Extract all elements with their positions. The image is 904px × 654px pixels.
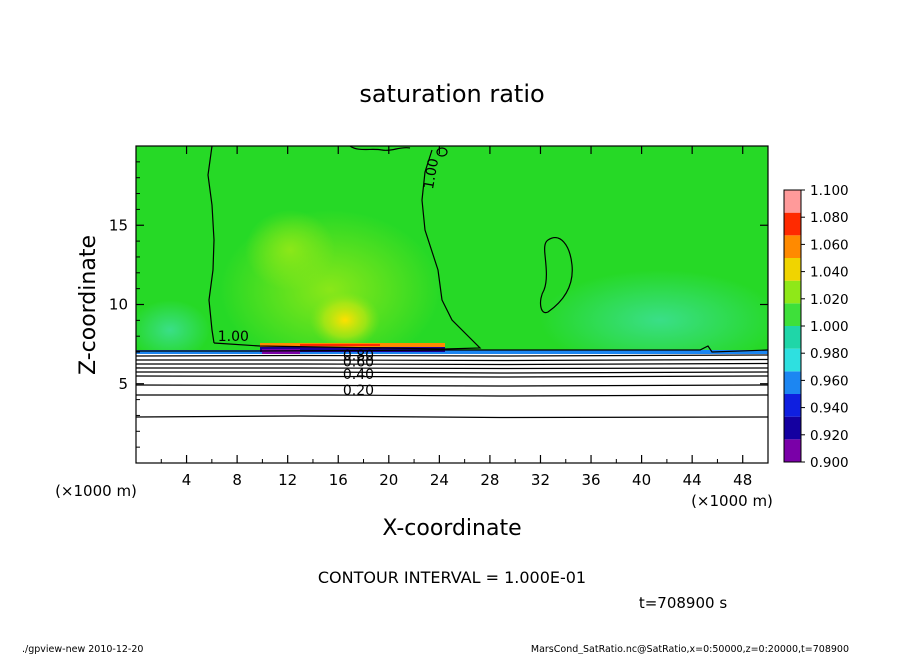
contour-line-island: [539, 237, 573, 314]
chart-title: saturation ratio: [359, 80, 544, 108]
contour-line-diagonal: [421, 149, 482, 350]
contour-label: 1.00: [421, 157, 442, 190]
colorbar-label: 0.980: [810, 346, 849, 362]
colorbar-swatch: [784, 326, 801, 349]
y-axis-unit: (×1000 m): [55, 482, 137, 500]
x-tick-label: 48: [733, 471, 752, 489]
contour-line-100-base: [213, 342, 446, 350]
colorbar-label: 0.960: [810, 373, 849, 389]
footer-right: MarsCond_SatRatio.nc@SatRatio,x=0:50000,…: [531, 644, 849, 654]
colorbar-label: 0.900: [810, 455, 849, 471]
colorbar-label: 1.040: [810, 265, 849, 281]
colorbar-swatch: [784, 394, 801, 417]
contour-line-080: [136, 358, 768, 362]
colorbar-swatch: [784, 348, 801, 372]
x-tick-label: 16: [329, 471, 348, 489]
time-note: t=708900 s: [639, 594, 727, 612]
colorbar-label: 0.920: [810, 428, 849, 444]
x-tick-label: 24: [430, 471, 449, 489]
x-tick-label: 44: [683, 471, 702, 489]
contour-line-040: [136, 375, 768, 378]
colorbar-label: 1.000: [810, 319, 849, 335]
x-tick-label: 32: [531, 471, 550, 489]
contour-label-layer: 1.00 1.00 0.800.600.400.20: [218, 157, 442, 399]
colorbar-swatch: [784, 235, 801, 258]
field-low-region-2: [136, 300, 210, 360]
x-tick-label: 28: [480, 471, 499, 489]
colorbar-label: 1.080: [810, 210, 849, 226]
contour-label: 1.00: [218, 329, 249, 345]
y-axis: 5 10 15: [109, 161, 768, 448]
x-axis-label: X-coordinate: [382, 516, 521, 541]
contour-line-020: [136, 394, 768, 397]
field-low-region: [540, 270, 768, 370]
contour-line-surface: [136, 345, 768, 353]
contour-label: 0.20: [343, 383, 374, 399]
contour-line-top-squiggle: [349, 146, 411, 152]
contour-label: 0.80: [343, 348, 374, 364]
y-tick-label: 10: [109, 296, 128, 314]
colorbar-swatch: [784, 303, 801, 326]
field-high-region-3: [310, 292, 380, 348]
x-tick-label: 40: [632, 471, 651, 489]
colorbar-label: 1.020: [810, 292, 849, 308]
contour-line-030: [136, 384, 768, 387]
colorbar-swatch: [784, 212, 801, 236]
x-tick-label: 12: [278, 471, 297, 489]
colorbar-swatch: [784, 371, 801, 394]
contour-line-090: [136, 354, 768, 357]
y-tick-label: 15: [109, 216, 128, 234]
field-red-strip: [300, 344, 380, 346]
x-axis: 4 8 12 16 20 24 28 32 36 40 44 48: [160, 146, 752, 489]
colorbar-swatch: [784, 280, 801, 304]
plot-area: 1.00 1.00 0.800.600.400.20: [136, 146, 768, 463]
colorbar-swatch: [784, 439, 801, 462]
contour-line-060: [136, 367, 768, 370]
contour-label: 0.60: [343, 354, 374, 370]
contour-line-010: [136, 415, 768, 419]
contour-interval-note: CONTOUR INTERVAL = 1.000E-01: [318, 568, 586, 587]
field-high-region-2: [245, 210, 335, 290]
colorbar-label: 1.060: [810, 237, 849, 253]
contour-label: 0.40: [343, 367, 374, 383]
field-lower-white: [136, 354, 768, 463]
x-tick-label: 36: [581, 471, 600, 489]
contour-line-070: [136, 362, 768, 366]
colorbar-swatch: [784, 416, 801, 440]
x-tick-label: 20: [379, 471, 398, 489]
x-axis-unit: (×1000 m): [691, 492, 773, 510]
footer-left: ./gpview-new 2010-12-20: [22, 644, 143, 654]
colorbar-swatch: [784, 258, 801, 281]
contour-line-upper-left: [207, 146, 215, 344]
colorbar-label: 1.100: [810, 183, 849, 199]
contour-line-top-ring: [436, 147, 448, 157]
x-tick-label: 4: [182, 471, 192, 489]
contour-lines: [136, 146, 768, 419]
x-tick-label: 8: [232, 471, 242, 489]
colorbar-label: 0.940: [810, 401, 849, 417]
colorbar: 0.900 0.920 0.940 0.960 0.980 1.000 1.020 1.040…: [783, 183, 849, 471]
y-tick-label: 5: [118, 375, 128, 393]
contour-line-050: [136, 371, 768, 374]
y-axis-label: Z-coordinate: [76, 235, 101, 375]
colorbar-swatch: [784, 190, 801, 213]
